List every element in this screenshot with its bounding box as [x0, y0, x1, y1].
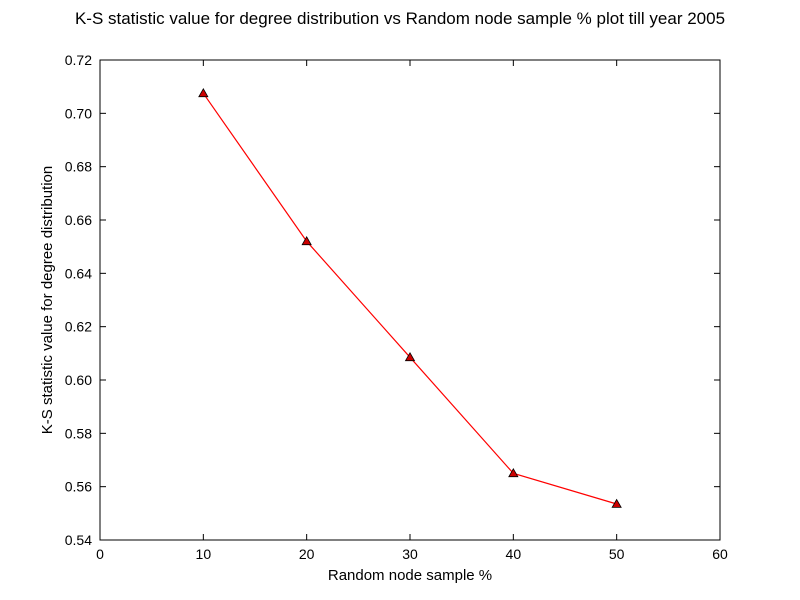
- y-axis-label: K-S statistic value for degree distribut…: [39, 166, 56, 434]
- data-point-marker: [404, 352, 416, 362]
- x-axis-label: Random node sample %: [328, 567, 492, 584]
- y-tick-labels: 0.54 0.56 0.58 0.60 0.62 0.64 0.66 0.68 0.70 0.72: [65, 52, 92, 548]
- y-tick-label: 0.60: [65, 372, 92, 388]
- data-point-marker: [508, 468, 519, 478]
- y-tick-label: 0.54: [65, 532, 92, 548]
- y-tick-label: 0.72: [65, 52, 92, 68]
- chart-title: K-S statistic value for degree distribut…: [75, 9, 725, 28]
- data-point-marker: [611, 498, 622, 508]
- x-tick-label: 40: [506, 546, 522, 562]
- series-markers: [198, 88, 622, 508]
- y-tick-label: 0.68: [65, 159, 92, 175]
- y-tick-label: 0.62: [65, 319, 92, 335]
- data-point-marker: [198, 88, 209, 98]
- x-tick-label: 30: [402, 546, 418, 562]
- y-tick-label: 0.56: [65, 479, 92, 495]
- y-tick-label: 0.66: [65, 212, 92, 228]
- y-tick-label: 0.64: [65, 265, 92, 281]
- x-tick-label: 60: [712, 546, 728, 562]
- x-tick-label: 10: [196, 546, 212, 562]
- x-tick-label: 0: [96, 546, 104, 562]
- plot-area: [100, 60, 720, 540]
- data-point-marker: [301, 236, 312, 246]
- x-tick-label: 50: [609, 546, 625, 562]
- y-tick-label: 0.58: [65, 425, 92, 441]
- x-tick-labels: 0 10 20 30 40 50 60: [96, 546, 728, 562]
- x-tick-label: 20: [299, 546, 315, 562]
- plot-frame: [99, 59, 721, 541]
- y-tick-label: 0.70: [65, 105, 92, 121]
